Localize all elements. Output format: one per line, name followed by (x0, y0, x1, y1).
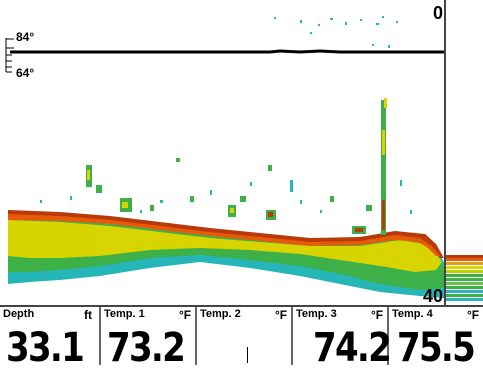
readout-label: Temp. 3 (296, 308, 337, 320)
readout-label: Temp. 4 (392, 308, 433, 320)
depth-scale-bottom: 40 (422, 286, 443, 305)
readout-value: 33.1 (6, 325, 85, 371)
sonar-history-graphic (5, 16, 444, 298)
depth-scale-top: 0 (432, 3, 443, 23)
readout-depth: Depth ft 33.1 (0, 307, 101, 371)
readout-unit: °F (467, 308, 480, 322)
readout-value: 74.2 (313, 325, 392, 371)
readout-unit: °F (275, 308, 288, 322)
water-temperature-trace (10, 49, 444, 54)
temperature-scale-lower: 64° (16, 66, 35, 80)
no-data-marker (247, 347, 248, 363)
readout-temp-3: Temp. 3 °F 74.2 (293, 307, 392, 371)
sonar-display: 84° 64° 0 40 (5, 3, 444, 305)
readout-temp-1: Temp. 1 °F 73.2 (101, 307, 197, 371)
readout-label: Depth (3, 308, 35, 320)
readout-label: Temp. 2 (200, 308, 241, 320)
temperature-scale-upper: 84° (16, 30, 35, 44)
flasher-bars (446, 255, 483, 301)
readout-label: Temp. 1 (104, 308, 145, 320)
readout-value: 75.5 (397, 325, 476, 371)
readout-bar: Depth ft 33.1 Temp. 1 °F 73.2 Temp. 2 °F… (0, 305, 483, 371)
fish-returns (86, 98, 387, 235)
readout-unit: °F (371, 308, 384, 322)
readout-unit: ft (84, 308, 92, 322)
readout-unit: °F (179, 308, 192, 322)
readout-temp-2: Temp. 2 °F (197, 307, 293, 365)
readout-value: 73.2 (107, 325, 186, 371)
readout-temp-4: Temp. 4 °F 75.5 (389, 307, 483, 371)
flasher-panel (444, 0, 483, 305)
